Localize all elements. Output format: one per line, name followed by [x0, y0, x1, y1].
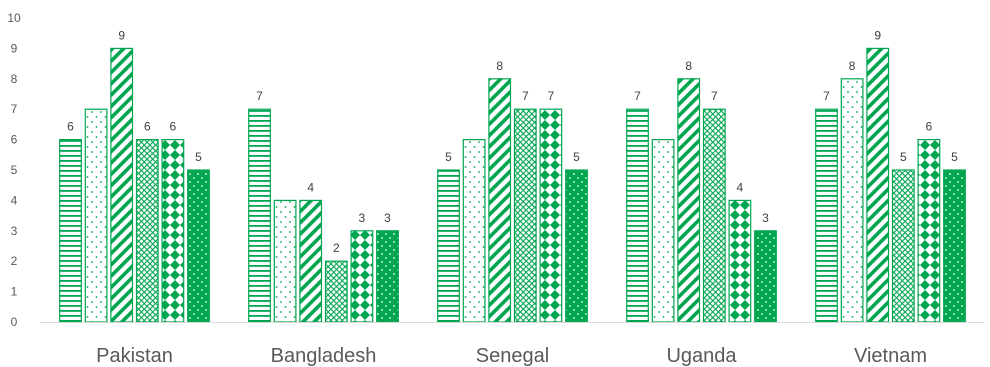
bar-crosshatch — [891, 169, 915, 323]
data-label: 8 — [685, 59, 692, 73]
data-label: 6 — [926, 120, 933, 134]
data-label: 6 — [170, 120, 177, 134]
y-tick-label: 10 — [7, 11, 21, 25]
bar-diagonal-stripes — [677, 78, 701, 323]
bar-diagonal-stripes — [299, 199, 323, 323]
data-label: 9 — [118, 28, 125, 42]
y-tick-label: 8 — [11, 72, 18, 86]
bar-solid-dotted — [565, 169, 588, 323]
bar-crosshatch — [702, 108, 726, 323]
data-label: 3 — [359, 211, 366, 225]
bar-solid-dotted — [943, 169, 966, 323]
x-category-label: Bangladesh — [271, 345, 377, 367]
bar-horizontal-lines — [815, 108, 838, 323]
data-label: 7 — [522, 89, 529, 103]
data-label: 7 — [634, 89, 641, 103]
bar-diamonds — [350, 230, 374, 323]
y-tick-label: 4 — [11, 193, 18, 207]
bar-diagonal-stripes — [110, 47, 134, 323]
data-label: 7 — [256, 89, 263, 103]
bar-horizontal-lines — [626, 108, 649, 323]
bar-horizontal-lines — [59, 139, 82, 323]
y-tick-label: 5 — [11, 163, 18, 177]
data-label: 2 — [333, 241, 340, 255]
data-label: 7 — [823, 89, 830, 103]
bar-sparse-dots — [273, 199, 297, 323]
bar-diagonal-stripes — [488, 78, 512, 323]
y-tick-label: 1 — [11, 285, 18, 299]
data-label: 5 — [900, 150, 907, 164]
y-tick-label: 3 — [11, 224, 18, 238]
y-tick-label: 6 — [11, 133, 18, 147]
bars — [59, 47, 966, 323]
data-label: 4 — [307, 180, 314, 194]
bar-sparse-dots — [840, 78, 864, 323]
bar-diamonds — [728, 199, 752, 323]
data-label: 6 — [144, 120, 151, 134]
data-label: 7 — [711, 89, 718, 103]
bar-sparse-dots — [651, 139, 675, 323]
data-labels: 6 9 6 6 5 7 4 2 3 3 5 8 7 7 5 7 8 7 4 3 7 8 9 5 6 5 — [67, 28, 958, 255]
data-label: 3 — [762, 211, 769, 225]
bar-solid-dotted — [754, 230, 777, 323]
y-tick-label: 9 — [11, 41, 18, 55]
bar-diamonds — [161, 139, 185, 323]
data-label: 4 — [737, 180, 744, 194]
bar-crosshatch — [513, 108, 537, 323]
x-category-label: Uganda — [666, 345, 737, 367]
data-label: 5 — [445, 150, 452, 164]
bar-crosshatch — [324, 260, 348, 323]
data-label: 8 — [496, 59, 503, 73]
bar-crosshatch — [135, 139, 159, 323]
x-category-label: Senegal — [476, 345, 549, 367]
bar-solid-dotted — [187, 169, 210, 323]
data-label: 5 — [573, 150, 580, 164]
y-tick-label: 7 — [11, 102, 18, 116]
bar-diagonal-stripes — [866, 47, 890, 323]
y-tick-label: 2 — [11, 254, 18, 268]
x-category-label: Pakistan — [96, 345, 173, 367]
bar-horizontal-lines — [248, 108, 271, 323]
data-label: 6 — [67, 120, 74, 134]
data-label: 9 — [874, 28, 881, 42]
data-label: 3 — [384, 211, 391, 225]
data-label: 5 — [195, 150, 202, 164]
bar-horizontal-lines — [437, 169, 460, 323]
x-category-label: Vietnam — [854, 345, 927, 367]
data-label: 8 — [849, 59, 856, 73]
y-axis: 0 1 2 3 4 5 6 7 8 9 10 — [7, 11, 21, 329]
data-label: 7 — [548, 89, 555, 103]
bar-sparse-dots — [84, 108, 108, 323]
bar-solid-dotted — [376, 230, 399, 323]
data-label: 5 — [951, 150, 958, 164]
bar-diamonds — [917, 139, 941, 323]
x-axis: Pakistan Bangladesh Senegal Uganda Vietnam — [40, 322, 985, 367]
bar-sparse-dots — [462, 139, 486, 323]
bar-diamonds — [539, 108, 563, 323]
y-tick-label: 0 — [11, 315, 18, 329]
